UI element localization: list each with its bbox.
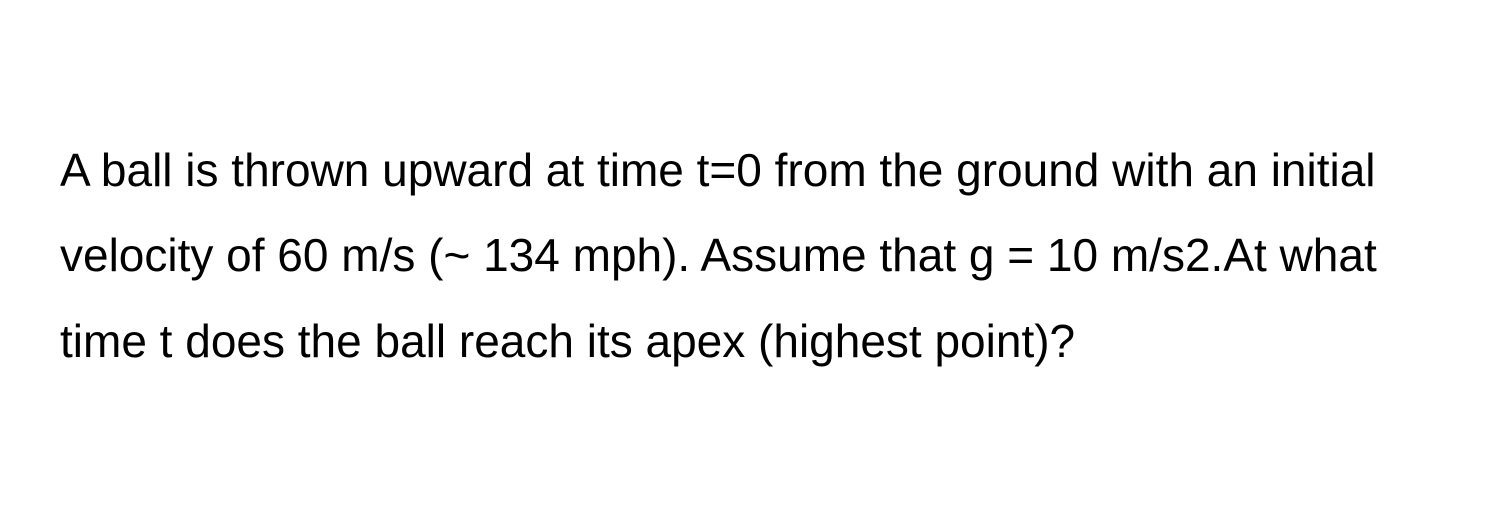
physics-problem-text: A ball is thrown upward at time t=0 from… — [60, 128, 1440, 383]
